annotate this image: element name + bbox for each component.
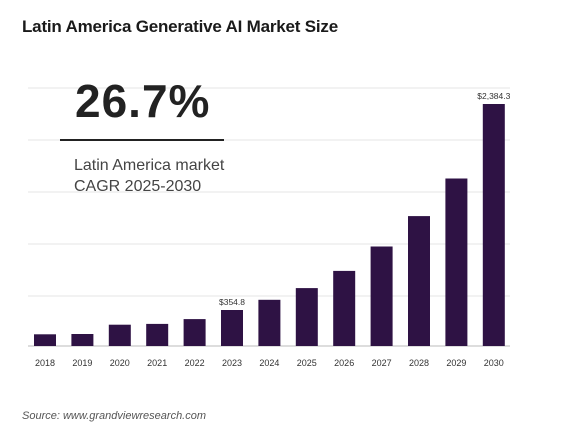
x-tick-label: 2030: [484, 358, 504, 368]
bar-2021: [146, 323, 169, 346]
x-tick-label: 2018: [35, 358, 55, 368]
bar-2018: [34, 334, 56, 346]
x-tick-label: 2027: [372, 358, 392, 368]
chart-title: Latin America Generative AI Market Size: [22, 17, 338, 36]
bar-2025: [295, 288, 318, 346]
cagr-divider: [60, 139, 224, 141]
x-tick-label: 2022: [185, 358, 205, 368]
x-tick-label: 2026: [334, 358, 354, 368]
data-label-2023: $354.8: [219, 297, 245, 307]
x-tick-label: 2020: [110, 358, 130, 368]
bar-2024: [258, 299, 281, 346]
bar-2022: [183, 319, 206, 346]
x-tick-label: 2023: [222, 358, 242, 368]
x-tick-label: 2028: [409, 358, 429, 368]
bar-2029: [445, 178, 468, 346]
x-tick-label: 2029: [446, 358, 466, 368]
bar-2028: [408, 216, 430, 346]
bar-2030: [482, 104, 505, 346]
bar-2020: [108, 324, 131, 346]
bar-2019: [71, 334, 94, 346]
cagr-line-period: CAGR 2025-2030: [74, 178, 202, 195]
bar-2023: [221, 310, 243, 346]
source-note: Source: www.grandviewresearch.com: [22, 410, 207, 422]
x-tick-label: 2019: [72, 358, 92, 368]
x-tick-label: 2024: [259, 358, 279, 368]
bar-2026: [333, 270, 356, 346]
cagr-description: Latin America market CAGR 2025-2030: [74, 155, 224, 197]
bar-2027: [370, 246, 393, 346]
data-label-2030: $2,384.3: [477, 91, 510, 101]
bar-chart: 2018 2019 2020 2021 2022 2023 $354.8 2024 2025 20…: [28, 87, 511, 368]
cagr-line-region: Latin America market: [74, 157, 225, 174]
cagr-value: 26.7%: [75, 75, 211, 127]
x-tick-label: 2021: [147, 358, 167, 368]
x-tick-label: 2025: [297, 358, 317, 368]
